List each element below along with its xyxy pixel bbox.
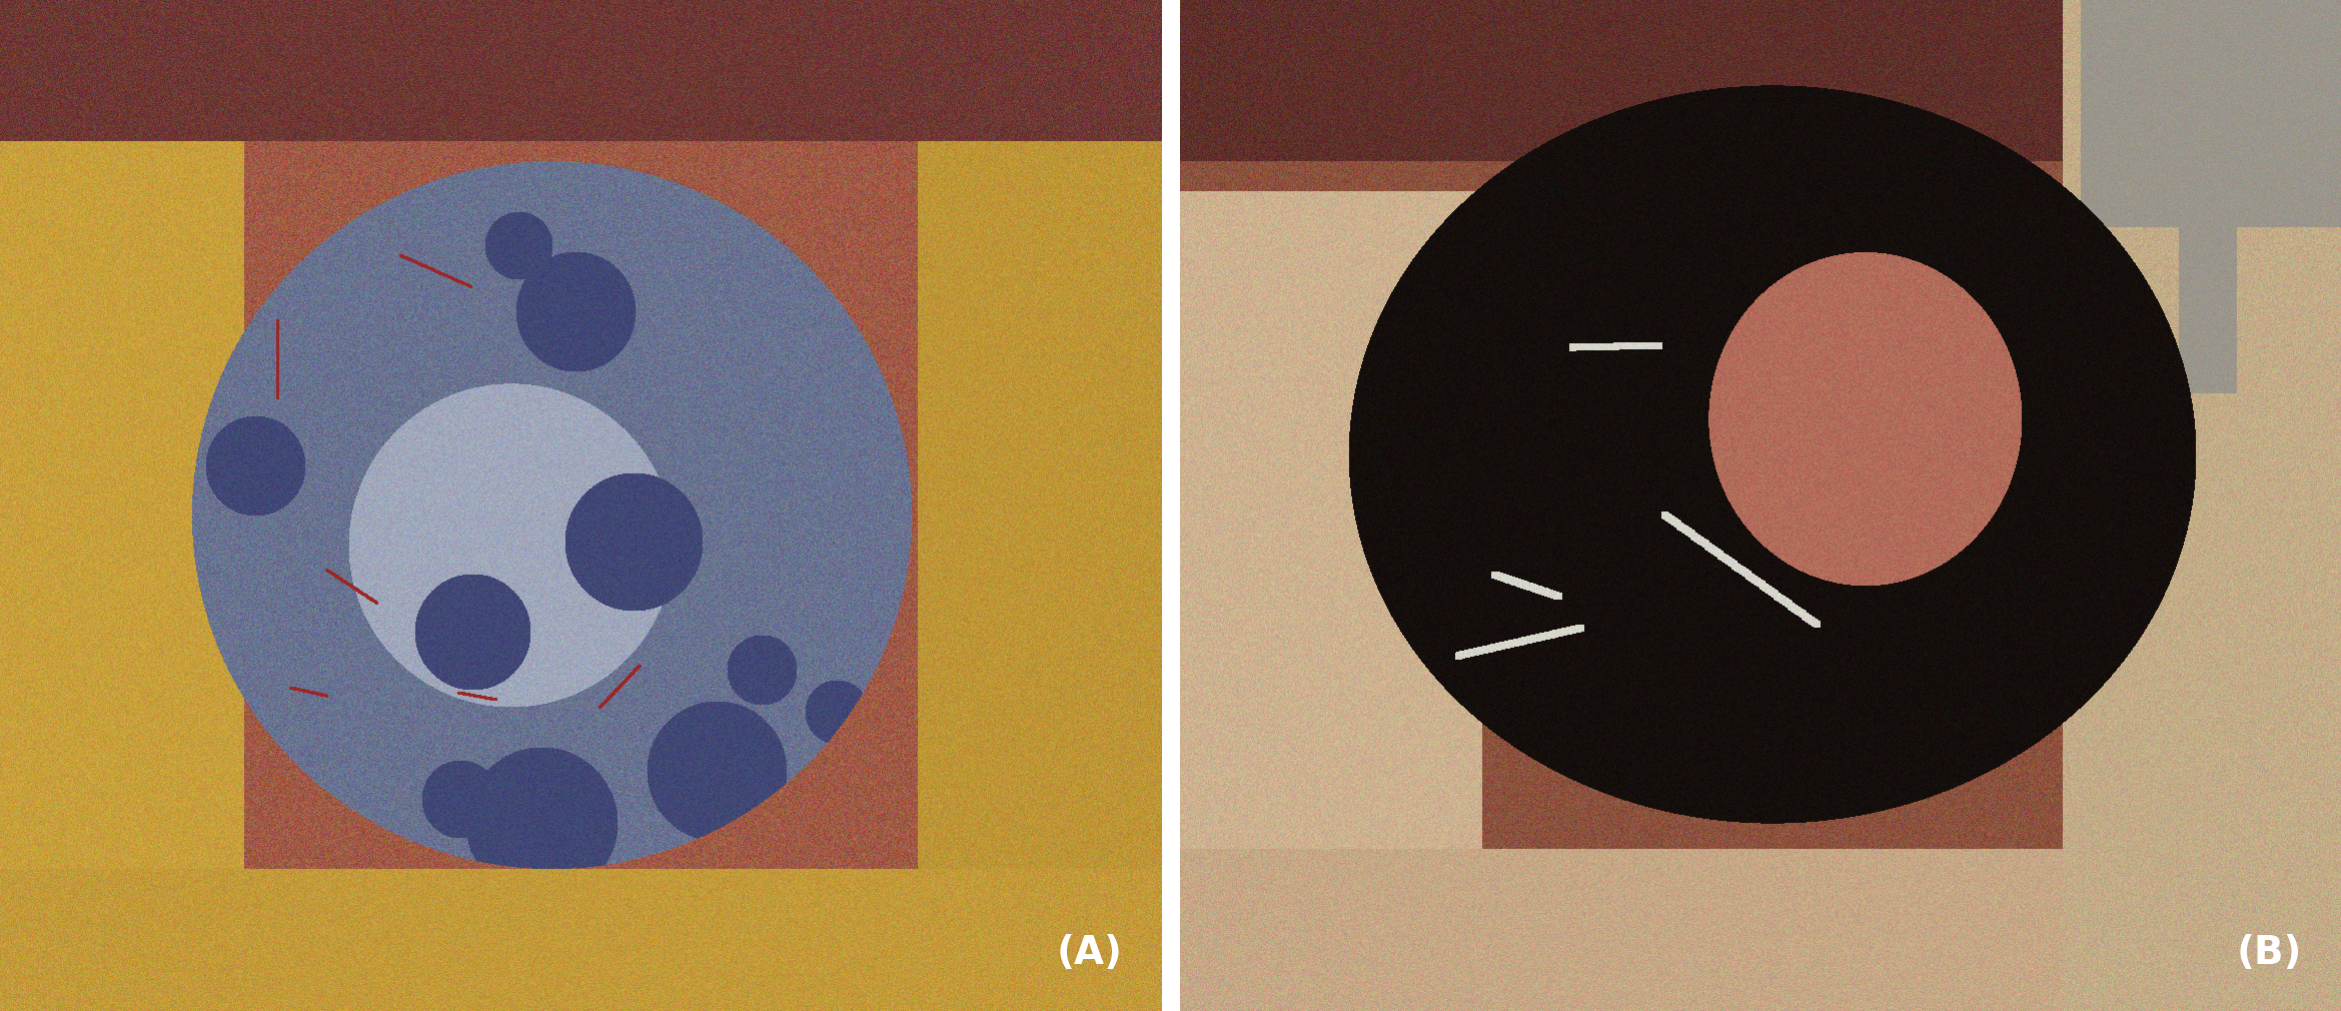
Text: (A): (A) [1056, 932, 1121, 971]
Text: (B): (B) [2236, 932, 2301, 971]
